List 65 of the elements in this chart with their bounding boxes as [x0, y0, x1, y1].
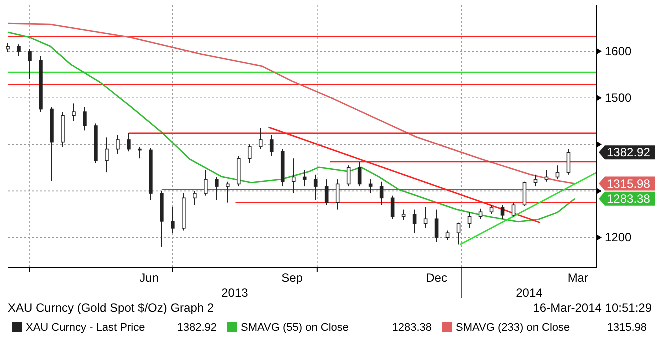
candlestick [534, 174, 538, 188]
candlestick [28, 48, 32, 80]
text: 1315.98 [607, 322, 647, 334]
legend-label: SMAVG (233) on Close [456, 322, 570, 334]
line-series [7, 32, 576, 223]
candlestick [468, 212, 472, 229]
candlestick [314, 174, 318, 202]
candlestick [380, 181, 384, 206]
line-series [7, 22, 576, 184]
candlestick [324, 179, 329, 206]
candlestick [358, 162, 362, 188]
text: 1382.92 [177, 322, 217, 334]
candlestick [105, 137, 109, 174]
candlestick [556, 165, 560, 180]
x-tick-label: Dec [426, 271, 448, 285]
text: XAU Curncy (Gold Spot $/Oz) Graph 2 [8, 301, 214, 315]
candlestick [434, 209, 439, 243]
candlestick [292, 158, 296, 194]
candlestick [446, 230, 450, 241]
candlestick [193, 190, 197, 206]
text: 2013 [222, 286, 249, 300]
legend-label: SMAVG (55) on Close [241, 322, 350, 334]
y-tick-label: 1500 [605, 91, 632, 106]
candlestick [204, 170, 208, 196]
y-tick-label: 1600 [605, 44, 632, 59]
candlestick [424, 206, 428, 229]
y-tick-label: 1200 [605, 230, 632, 245]
text: 1283.38 [392, 322, 432, 334]
candlestick [72, 103, 76, 122]
candlestick [566, 148, 571, 176]
candlestick [215, 176, 219, 202]
candlestick [390, 195, 395, 220]
candlestick [456, 222, 461, 246]
candlestick [248, 144, 252, 164]
candlestick [258, 128, 263, 150]
candlestick [402, 209, 406, 221]
candlestick [346, 165, 351, 188]
candlestick [302, 170, 307, 188]
candlestick [500, 204, 505, 220]
candlestick [512, 202, 516, 218]
annotation: 1315.98 [607, 176, 651, 191]
candlestick [336, 179, 340, 210]
candlestick [83, 106, 87, 132]
candlestick [368, 179, 373, 194]
candlestick [412, 209, 417, 234]
x-tick-label: Mar [568, 271, 588, 285]
candlestick [171, 206, 175, 234]
candlestick [138, 146, 142, 160]
text: 16-Mar-2014 10:51:29 [533, 301, 652, 315]
annotation: 1382.92 [607, 146, 651, 160]
x-tick-label: Jun [140, 271, 160, 285]
candlestick [544, 170, 549, 182]
candlestick [17, 44, 21, 57]
candlestick [116, 134, 120, 154]
annotation: 1283.38 [607, 192, 651, 206]
candlestick [226, 181, 230, 204]
candlestick [6, 42, 10, 53]
candlestick [270, 134, 274, 157]
x-tick-label: Sep [282, 271, 304, 285]
legend-label: XAU Curncy - Last Price [26, 322, 146, 334]
candlestick [478, 208, 483, 220]
candlestick [127, 132, 131, 152]
candlestick [490, 204, 494, 215]
candlestick [522, 181, 527, 207]
text: 2014 [516, 286, 544, 300]
